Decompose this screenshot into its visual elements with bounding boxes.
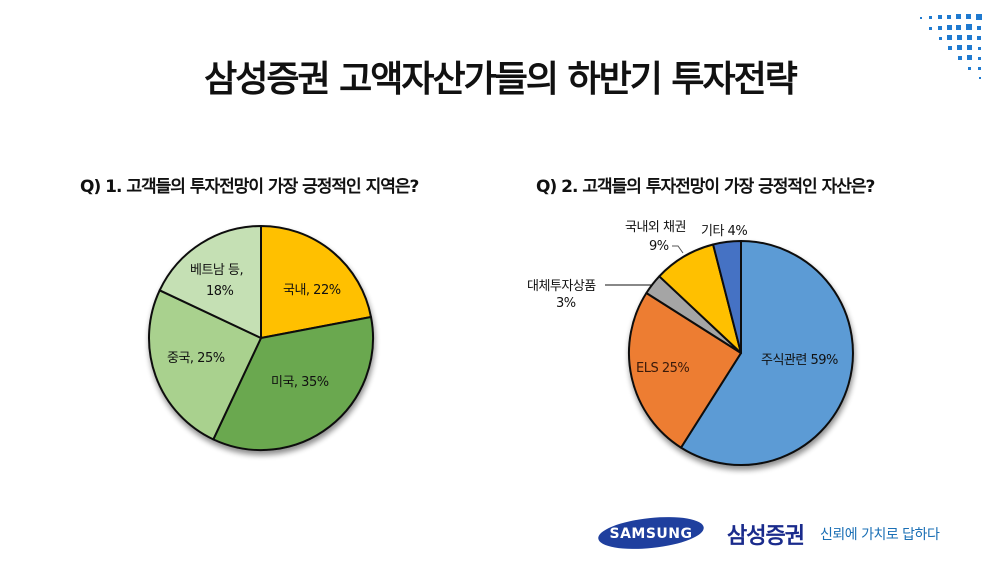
slice-us[interactable] — [212, 316, 374, 452]
samsung-logo: SAMSUNG — [598, 517, 704, 549]
label-alternative-line2: 3% — [556, 296, 576, 311]
label-bonds-line1: 국내외 채권 — [625, 220, 686, 235]
label-other: 기타 4% — [701, 224, 747, 239]
asset-pie-chart — [627, 239, 854, 466]
label-els: ELS 25% — [636, 361, 689, 376]
label-vietnam-line1: 베트남 등, — [190, 263, 243, 278]
label-china: 중국, 25% — [167, 351, 225, 366]
label-stocks: 주식관련 59% — [761, 353, 838, 368]
slice-vietnam[interactable] — [158, 225, 262, 339]
slice-domestic[interactable] — [260, 225, 372, 339]
brand-name: 삼성증권 — [727, 524, 805, 549]
label-domestic: 국내, 22% — [283, 283, 341, 298]
slice-other[interactable] — [712, 239, 742, 354]
region-pie-chart — [148, 225, 374, 452]
label-bonds-line2: 9% — [649, 239, 669, 254]
slice-china[interactable] — [148, 289, 262, 441]
question-2-title: Q) 2. 고객들의 투자전망이 가장 긍정적인 자산은? — [536, 177, 875, 197]
label-us: 미국, 35% — [271, 375, 329, 390]
corner-dot-pattern-icon — [920, 14, 982, 79]
leader-line-bonds — [672, 245, 684, 254]
slice-els[interactable] — [627, 292, 742, 449]
brand-slogan: 신뢰에 가치로 답하다 — [820, 527, 940, 543]
samsung-logo-text: SAMSUNG — [609, 526, 692, 542]
slice-stocks[interactable] — [680, 240, 854, 466]
question-1-title: Q) 1. 고객들의 투자전망이 가장 긍정적인 지역은? — [80, 177, 419, 197]
label-alternative-line1: 대체투자상품 — [527, 279, 596, 294]
page-title: 삼성증권 고액자산가들의 하반기 투자전략 — [204, 59, 798, 100]
label-vietnam-line2: 18% — [206, 284, 234, 299]
